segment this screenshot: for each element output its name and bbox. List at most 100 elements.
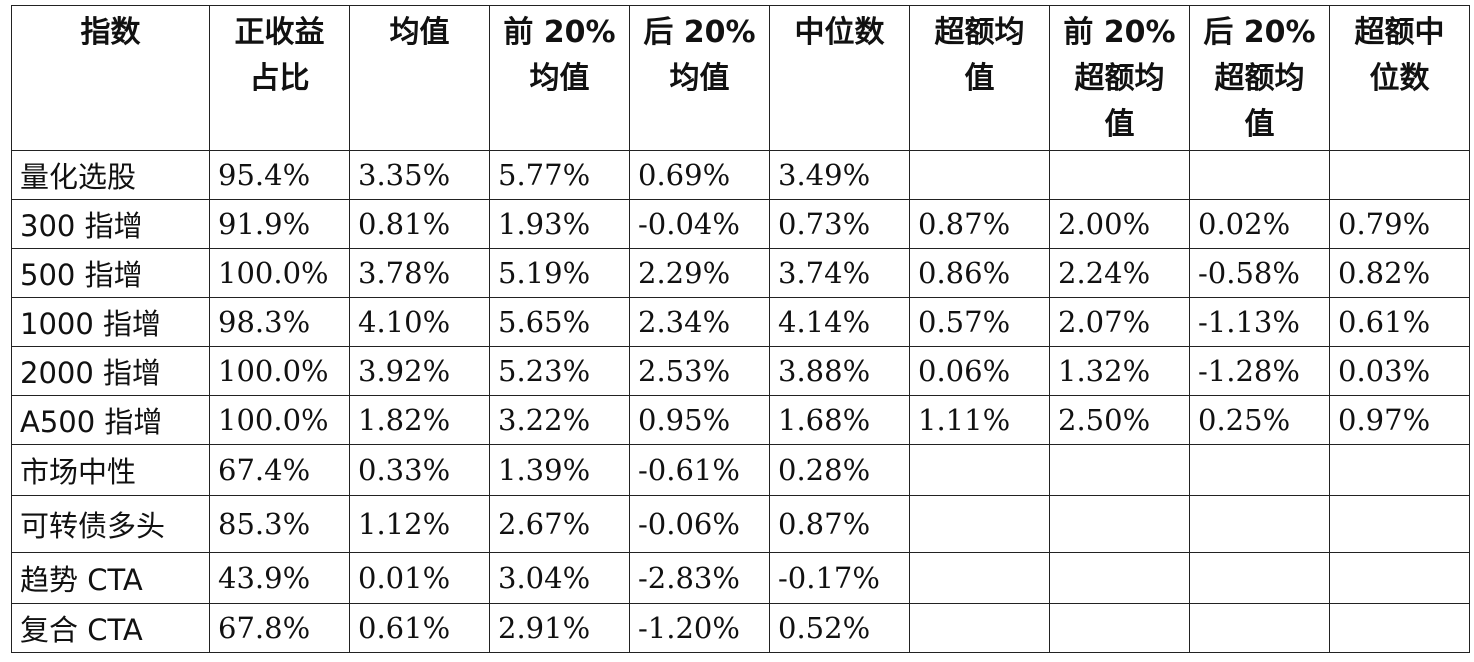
column-header-line: 位数 (1369, 61, 1430, 96)
table-cell: 0.97% (1329, 395, 1470, 445)
table-cell (1049, 150, 1190, 200)
table-row: 趋势 CTA 43.9% 0.01% 3.04% -2.83% -0.17% (11, 552, 1470, 604)
table-row: 市场中性 67.4% 0.33% 1.39% -0.61% 0.28% (11, 444, 1470, 496)
row-label: 500 指增 (11, 248, 210, 298)
table-cell: 100.0% (209, 346, 350, 396)
table-cell: 67.4% (209, 444, 350, 496)
table-cell: 1.68% (769, 395, 910, 445)
table-cell: 2.24% (1049, 248, 1190, 298)
table-cell: 2.67% (489, 495, 630, 553)
column-header-line: 前 20% (503, 15, 616, 50)
table-cell (909, 444, 1050, 496)
table-cell (1329, 150, 1470, 200)
table-cell (1329, 603, 1470, 653)
table-cell (1329, 444, 1470, 496)
table-cell: 0.61% (349, 603, 490, 653)
table-cell: 95.4% (209, 150, 350, 200)
table-cell: 0.02% (1189, 199, 1330, 249)
column-header-line: 值 (1104, 107, 1135, 142)
table-row: 量化选股 95.4% 3.35% 5.77% 0.69% 3.49% (11, 150, 1470, 200)
table-cell (909, 495, 1050, 553)
table-cell: 2.53% (629, 346, 770, 396)
column-header-line: 占比 (249, 61, 310, 96)
table-cell (1189, 495, 1330, 553)
column-header-line: 正收益 (234, 15, 325, 50)
table-cell: 3.22% (489, 395, 630, 445)
table-cell: 1.93% (489, 199, 630, 249)
table-cell (1189, 552, 1330, 604)
table-cell (1049, 444, 1190, 496)
table-cell: 5.23% (489, 346, 630, 396)
table-cell: 0.86% (909, 248, 1050, 298)
column-header: 正收益 占比 (209, 5, 350, 151)
column-header-line: 后 20% (643, 15, 756, 50)
table-body: 量化选股 95.4% 3.35% 5.77% 0.69% 3.49% 300 指增 91.9%… (11, 150, 1470, 653)
table-row: 300 指增 91.9% 0.81% 1.93% -0.04% 0.73% 0.87% 2.0… (11, 199, 1470, 249)
column-header-line: 超额中 (1354, 15, 1445, 50)
table-cell: 91.9% (209, 199, 350, 249)
table-cell: 0.01% (349, 552, 490, 604)
table-cell (1189, 150, 1330, 200)
column-header-line: 值 (964, 61, 995, 96)
column-header-line: 超额均 (1214, 61, 1305, 96)
table-cell (909, 150, 1050, 200)
table-cell (1189, 603, 1330, 653)
row-label: 2000 指增 (11, 346, 210, 396)
row-label: 趋势 CTA (11, 552, 210, 604)
column-header-line: 均值 (669, 61, 730, 96)
column-header-line: 后 20% (1203, 15, 1316, 50)
column-header-line: 指数 (80, 15, 141, 50)
table-cell: 0.87% (769, 495, 910, 553)
table-cell: 0.82% (1329, 248, 1470, 298)
column-header-line: 中位数 (794, 15, 885, 50)
table-cell: 100.0% (209, 248, 350, 298)
table-cell: 2.91% (489, 603, 630, 653)
table-cell: 2.07% (1049, 297, 1190, 347)
table-cell: 98.3% (209, 297, 350, 347)
column-header-line: 前 20% (1063, 15, 1176, 50)
table-cell: 3.74% (769, 248, 910, 298)
row-label: 可转债多头 (11, 495, 210, 553)
table-cell: 3.49% (769, 150, 910, 200)
statistics-table: 指数 正收益 占比 均值前 20% 均值后 20% 均值 中位数 超额均值前 20% 超额均值后… (11, 5, 1470, 653)
table-cell: 0.52% (769, 603, 910, 653)
table-row: 500 指增 100.0% 3.78% 5.19% 2.29% 3.74% 0.86% 2.2… (11, 248, 1470, 298)
table-cell (1329, 552, 1470, 604)
column-header: 中位数 (769, 5, 910, 151)
table-row: 1000 指增 98.3% 4.10% 5.65% 2.34% 4.14% 0.57% 2.0… (11, 297, 1470, 347)
table-cell: 5.65% (489, 297, 630, 347)
table-cell: 2.00% (1049, 199, 1190, 249)
table-cell: 0.81% (349, 199, 490, 249)
column-header-line: 超额均 (1074, 61, 1165, 96)
table-cell: -1.28% (1189, 346, 1330, 396)
table-cell: 0.06% (909, 346, 1050, 396)
table-cell: 0.95% (629, 395, 770, 445)
row-label: 量化选股 (11, 150, 210, 200)
table-cell (909, 552, 1050, 604)
table-cell: 3.04% (489, 552, 630, 604)
table-cell: 5.19% (489, 248, 630, 298)
row-label: 复合 CTA (11, 603, 210, 653)
table-cell: 85.3% (209, 495, 350, 553)
table-cell: 2.50% (1049, 395, 1190, 445)
table-cell: 3.35% (349, 150, 490, 200)
column-header: 后 20% 超额均值 (1189, 5, 1330, 151)
column-header: 后 20% 均值 (629, 5, 770, 151)
table-cell: 4.14% (769, 297, 910, 347)
table-cell: 0.03% (1329, 346, 1470, 396)
table-cell: -0.06% (629, 495, 770, 553)
table-cell: 43.9% (209, 552, 350, 604)
table-cell: 3.92% (349, 346, 490, 396)
table-cell: 4.10% (349, 297, 490, 347)
column-header: 指数 (11, 5, 210, 151)
table-cell: 2.29% (629, 248, 770, 298)
table-cell: 1.82% (349, 395, 490, 445)
table-cell (1049, 495, 1190, 553)
table-cell: 0.87% (909, 199, 1050, 249)
column-header: 超额均值 (909, 5, 1050, 151)
table-cell: -0.17% (769, 552, 910, 604)
column-header: 超额中 位数 (1329, 5, 1470, 151)
table-row: 2000 指增 100.0% 3.92% 5.23% 2.53% 3.88% 0.06% 1.… (11, 346, 1470, 396)
table-cell: 0.28% (769, 444, 910, 496)
table-cell: 3.78% (349, 248, 490, 298)
